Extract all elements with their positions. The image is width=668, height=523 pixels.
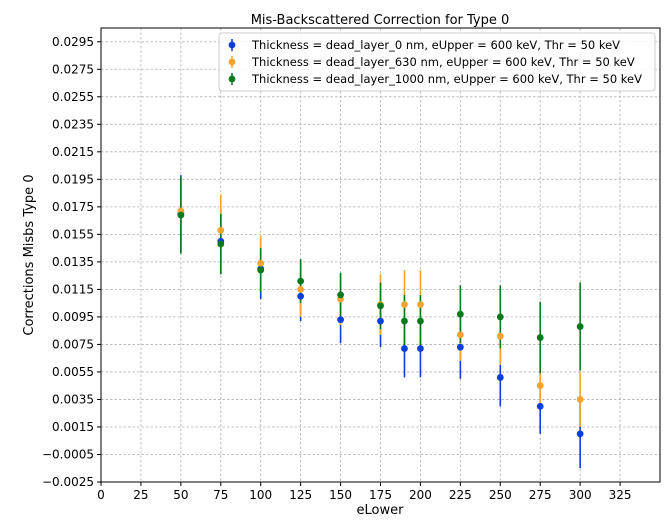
data-point-series-0 [496, 374, 504, 381]
x-tick-label: 100 [249, 488, 272, 502]
data-point-series-2 [536, 334, 544, 341]
chart-title: Mis-Backscattered Correction for Type 0 [251, 13, 510, 28]
data-point-series-0 [337, 316, 344, 324]
data-point-series-1 [456, 331, 464, 339]
x-tick-label: 275 [529, 488, 552, 502]
legend: Thickness = dead_layer_0 nm, eUpper = 60… [218, 32, 656, 92]
data-point-series-0 [576, 430, 584, 438]
data-point-series-2 [401, 317, 408, 325]
y-tick-label: 0.0135 [52, 255, 94, 269]
y-tick-label: −0.0005 [42, 447, 94, 461]
data-point-series-0 [456, 343, 464, 351]
data-point-series-2 [177, 211, 185, 219]
y-tick-label: 0.0155 [52, 227, 94, 241]
y-tick-label: 0.0235 [52, 117, 94, 131]
y-tick-label: 0.0195 [52, 172, 94, 186]
x-tick-label: 200 [409, 488, 432, 502]
x-axis-label: eLower [357, 503, 405, 518]
data-point-series-0 [536, 402, 544, 410]
x-tick-label: 75 [213, 488, 228, 502]
legend-marker [228, 58, 236, 66]
legend-box [218, 32, 656, 92]
data-point-series-2 [297, 277, 305, 285]
y-tick-label: 0.0095 [52, 310, 94, 324]
y-tick-label: 0.0175 [52, 200, 94, 214]
data-point-series-1 [417, 301, 424, 308]
data-point-series-2 [496, 313, 504, 321]
data-point-series-2 [576, 323, 584, 330]
data-points [177, 207, 584, 438]
data-point-series-1 [257, 259, 265, 267]
legend-marker [228, 75, 236, 83]
y-tick-label: 0.0115 [52, 282, 94, 296]
x-tick-label: 25 [133, 488, 148, 502]
x-tick-label: 250 [489, 488, 512, 502]
axis-ticks: 0 25 50 75 100 125 150 175 200 225 250 275 300 325 −0.… [42, 35, 632, 502]
y-tick-label: 0.0275 [52, 62, 94, 76]
data-point-series-2 [337, 291, 344, 299]
data-point-series-1 [496, 332, 504, 340]
legend-label: Thickness = dead_layer_630 nm, eUpper = … [251, 55, 635, 69]
x-tick-label: 125 [289, 488, 312, 502]
data-point-series-1 [401, 301, 408, 308]
legend-label: Thickness = dead_layer_0 nm, eUpper = 60… [251, 38, 620, 52]
data-point-series-0 [417, 345, 424, 352]
data-point-series-1 [576, 396, 584, 403]
legend-label: Thickness = dead_layer_1000 nm, eUpper =… [251, 72, 642, 86]
data-point-series-0 [377, 317, 384, 325]
data-point-series-2 [417, 317, 424, 325]
x-tick-label: 0 [97, 488, 105, 502]
y-tick-label: 0.0215 [52, 145, 94, 159]
data-point-series-2 [217, 240, 225, 248]
data-point-series-2 [257, 266, 265, 274]
y-tick-label: 0.0075 [52, 337, 94, 351]
y-axis-label: Corrections Misbs Type 0 [22, 174, 37, 335]
legend-marker [228, 41, 236, 49]
y-tick-label: 0.0015 [52, 420, 94, 434]
x-tick-label: 50 [173, 488, 188, 502]
x-tick-label: 175 [369, 488, 392, 502]
data-point-series-1 [536, 382, 544, 390]
data-point-series-0 [297, 292, 305, 300]
y-tick-label: −0.0025 [42, 475, 94, 489]
data-point-series-2 [377, 302, 384, 310]
x-tick-label: 325 [609, 488, 632, 502]
x-tick-label: 225 [449, 488, 472, 502]
y-tick-label: 0.0295 [52, 35, 94, 49]
data-point-series-2 [456, 310, 464, 318]
x-tick-label: 150 [329, 488, 352, 502]
y-tick-label: 0.0035 [52, 392, 94, 406]
data-point-series-0 [401, 345, 408, 352]
y-tick-label: 0.0255 [52, 90, 94, 104]
y-tick-label: 0.0055 [52, 365, 94, 379]
x-tick-label: 300 [569, 488, 592, 502]
data-point-series-1 [217, 226, 225, 234]
data-point-series-1 [297, 285, 305, 293]
